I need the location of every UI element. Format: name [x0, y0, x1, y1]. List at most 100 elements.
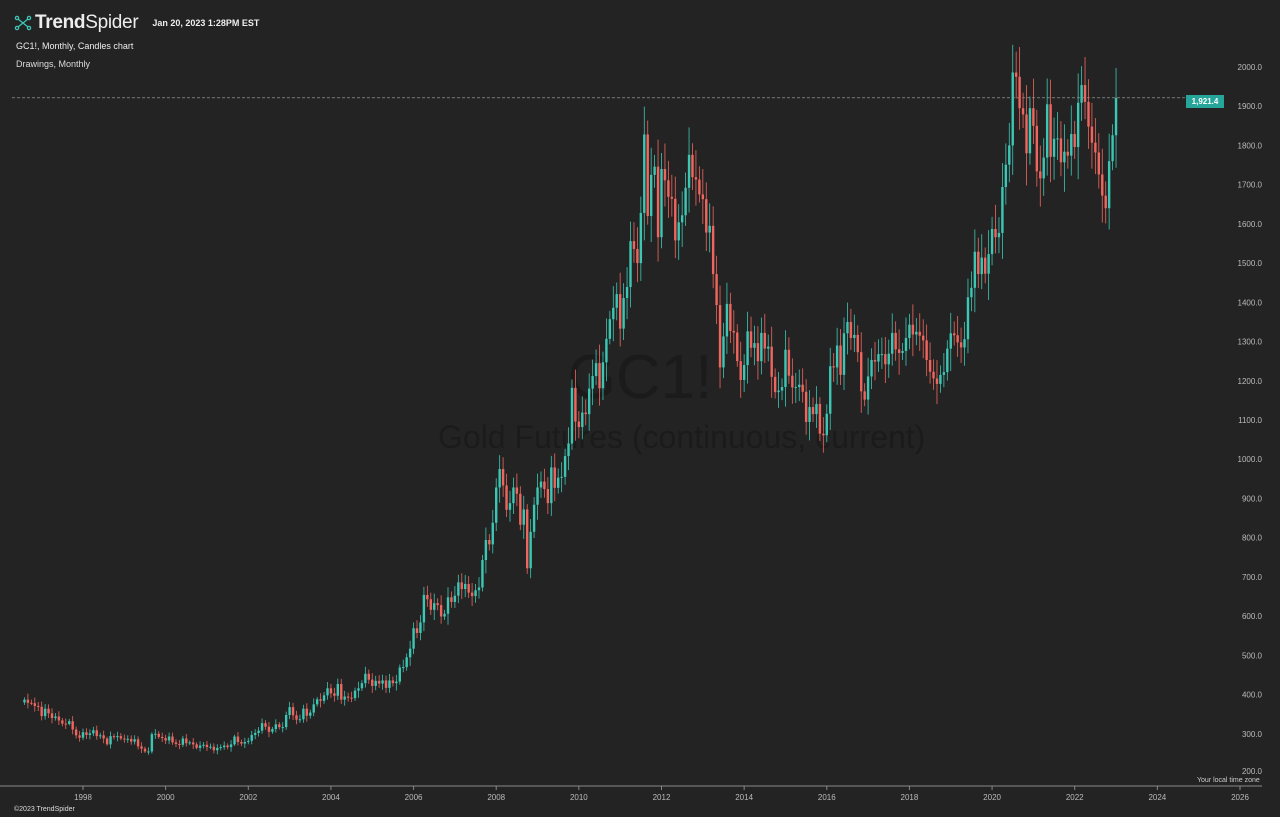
spider-logo-icon	[14, 15, 32, 31]
candle-body	[636, 248, 639, 264]
candle-body	[343, 696, 346, 700]
y-tick-label: 300.0	[1242, 730, 1263, 739]
candle-body	[1049, 104, 1052, 157]
candle-body	[488, 540, 491, 545]
candle-body	[804, 391, 808, 422]
candle-body	[329, 688, 333, 694]
candle-body	[977, 251, 980, 275]
candle-body	[959, 342, 963, 348]
candle-body	[319, 699, 322, 701]
candle-body	[680, 215, 684, 223]
candle-body	[811, 407, 815, 415]
candle-body	[574, 387, 577, 422]
candle-body	[539, 481, 543, 488]
candle-body	[102, 735, 105, 739]
watermark-name: Gold Futures (continuous, current)	[438, 419, 926, 455]
candle-body	[939, 374, 942, 384]
candle-body	[1101, 174, 1104, 196]
candle-body	[512, 487, 515, 504]
candle-body	[815, 403, 818, 415]
brand-light: Spider	[85, 12, 139, 33]
candle-body	[164, 738, 167, 741]
candle-body	[835, 345, 839, 368]
candle-body	[963, 339, 966, 348]
candle-body	[188, 742, 191, 744]
candle-body	[1018, 76, 1021, 109]
candle-body	[350, 697, 353, 699]
candle-body	[505, 485, 508, 510]
candle-body	[274, 724, 278, 730]
candle-body	[684, 187, 687, 216]
candle-body	[649, 174, 653, 217]
candle-body	[860, 352, 863, 392]
candle-body	[663, 168, 667, 181]
candle-body	[832, 366, 835, 368]
candle-body	[360, 683, 364, 689]
candle-body	[942, 372, 946, 375]
candle-body	[587, 388, 591, 415]
candle-body	[1114, 97, 1118, 136]
candle-body	[784, 349, 787, 388]
candle-body	[1066, 151, 1070, 156]
candle-body	[415, 628, 419, 633]
candle-body	[464, 583, 467, 590]
candle-body	[973, 251, 977, 288]
candle-body	[43, 708, 47, 717]
candle-body	[980, 257, 983, 275]
candle-body	[336, 683, 340, 696]
timezone-label[interactable]: Your local time zone	[1197, 777, 1260, 784]
candle-body	[970, 287, 973, 298]
candle-body	[1090, 126, 1094, 143]
candle-body	[312, 704, 315, 713]
candle-body	[736, 332, 739, 362]
candle-body	[570, 387, 574, 444]
candle-body	[935, 378, 939, 384]
candle-body	[884, 354, 887, 365]
candle-body	[222, 745, 226, 748]
candle-body	[529, 531, 532, 569]
y-tick-label: 1800.0	[1238, 141, 1263, 150]
candle-body	[956, 335, 959, 343]
candle-body	[333, 693, 336, 696]
candle-body	[997, 232, 1001, 238]
candle-body	[346, 696, 350, 698]
candle-body	[371, 679, 374, 686]
y-tick-label: 1500.0	[1238, 259, 1263, 268]
candle-body	[798, 384, 801, 388]
candle-body	[725, 303, 729, 337]
candle-body	[367, 673, 371, 680]
candle-body	[498, 469, 501, 488]
candle-body	[298, 719, 302, 721]
candle-body	[911, 324, 915, 335]
candle-body	[560, 476, 563, 478]
candle-body	[791, 375, 794, 388]
header: TrendSpider Jan 20, 2023 1:28PM EST	[14, 12, 259, 34]
candle-body	[742, 365, 746, 380]
candle-body	[322, 695, 326, 701]
candle-body	[808, 407, 811, 422]
candle-body	[629, 241, 632, 288]
y-tick-label: 1100.0	[1238, 416, 1262, 425]
candle-body	[205, 744, 209, 748]
candle-body	[391, 680, 395, 684]
candle-body	[1094, 142, 1097, 153]
candle-body	[546, 489, 550, 504]
candle-body	[112, 736, 116, 738]
copyright: ©2023 TrendSpider	[14, 806, 75, 813]
candle-body	[54, 716, 57, 719]
candle-body	[140, 746, 143, 749]
candle-body	[422, 594, 426, 623]
candle-body	[660, 168, 663, 238]
candle-body	[253, 732, 257, 735]
candle-body	[116, 736, 119, 738]
last-price-label: 1,921.4	[1186, 95, 1224, 108]
candle-body	[1087, 101, 1090, 127]
candle-body	[64, 723, 67, 725]
candle-body	[515, 487, 519, 494]
candle-body	[130, 738, 133, 742]
drawings-label[interactable]: Drawings, Monthly	[16, 59, 91, 69]
candle-body	[708, 225, 711, 233]
candle-body	[474, 590, 477, 597]
candle-body	[701, 194, 705, 200]
